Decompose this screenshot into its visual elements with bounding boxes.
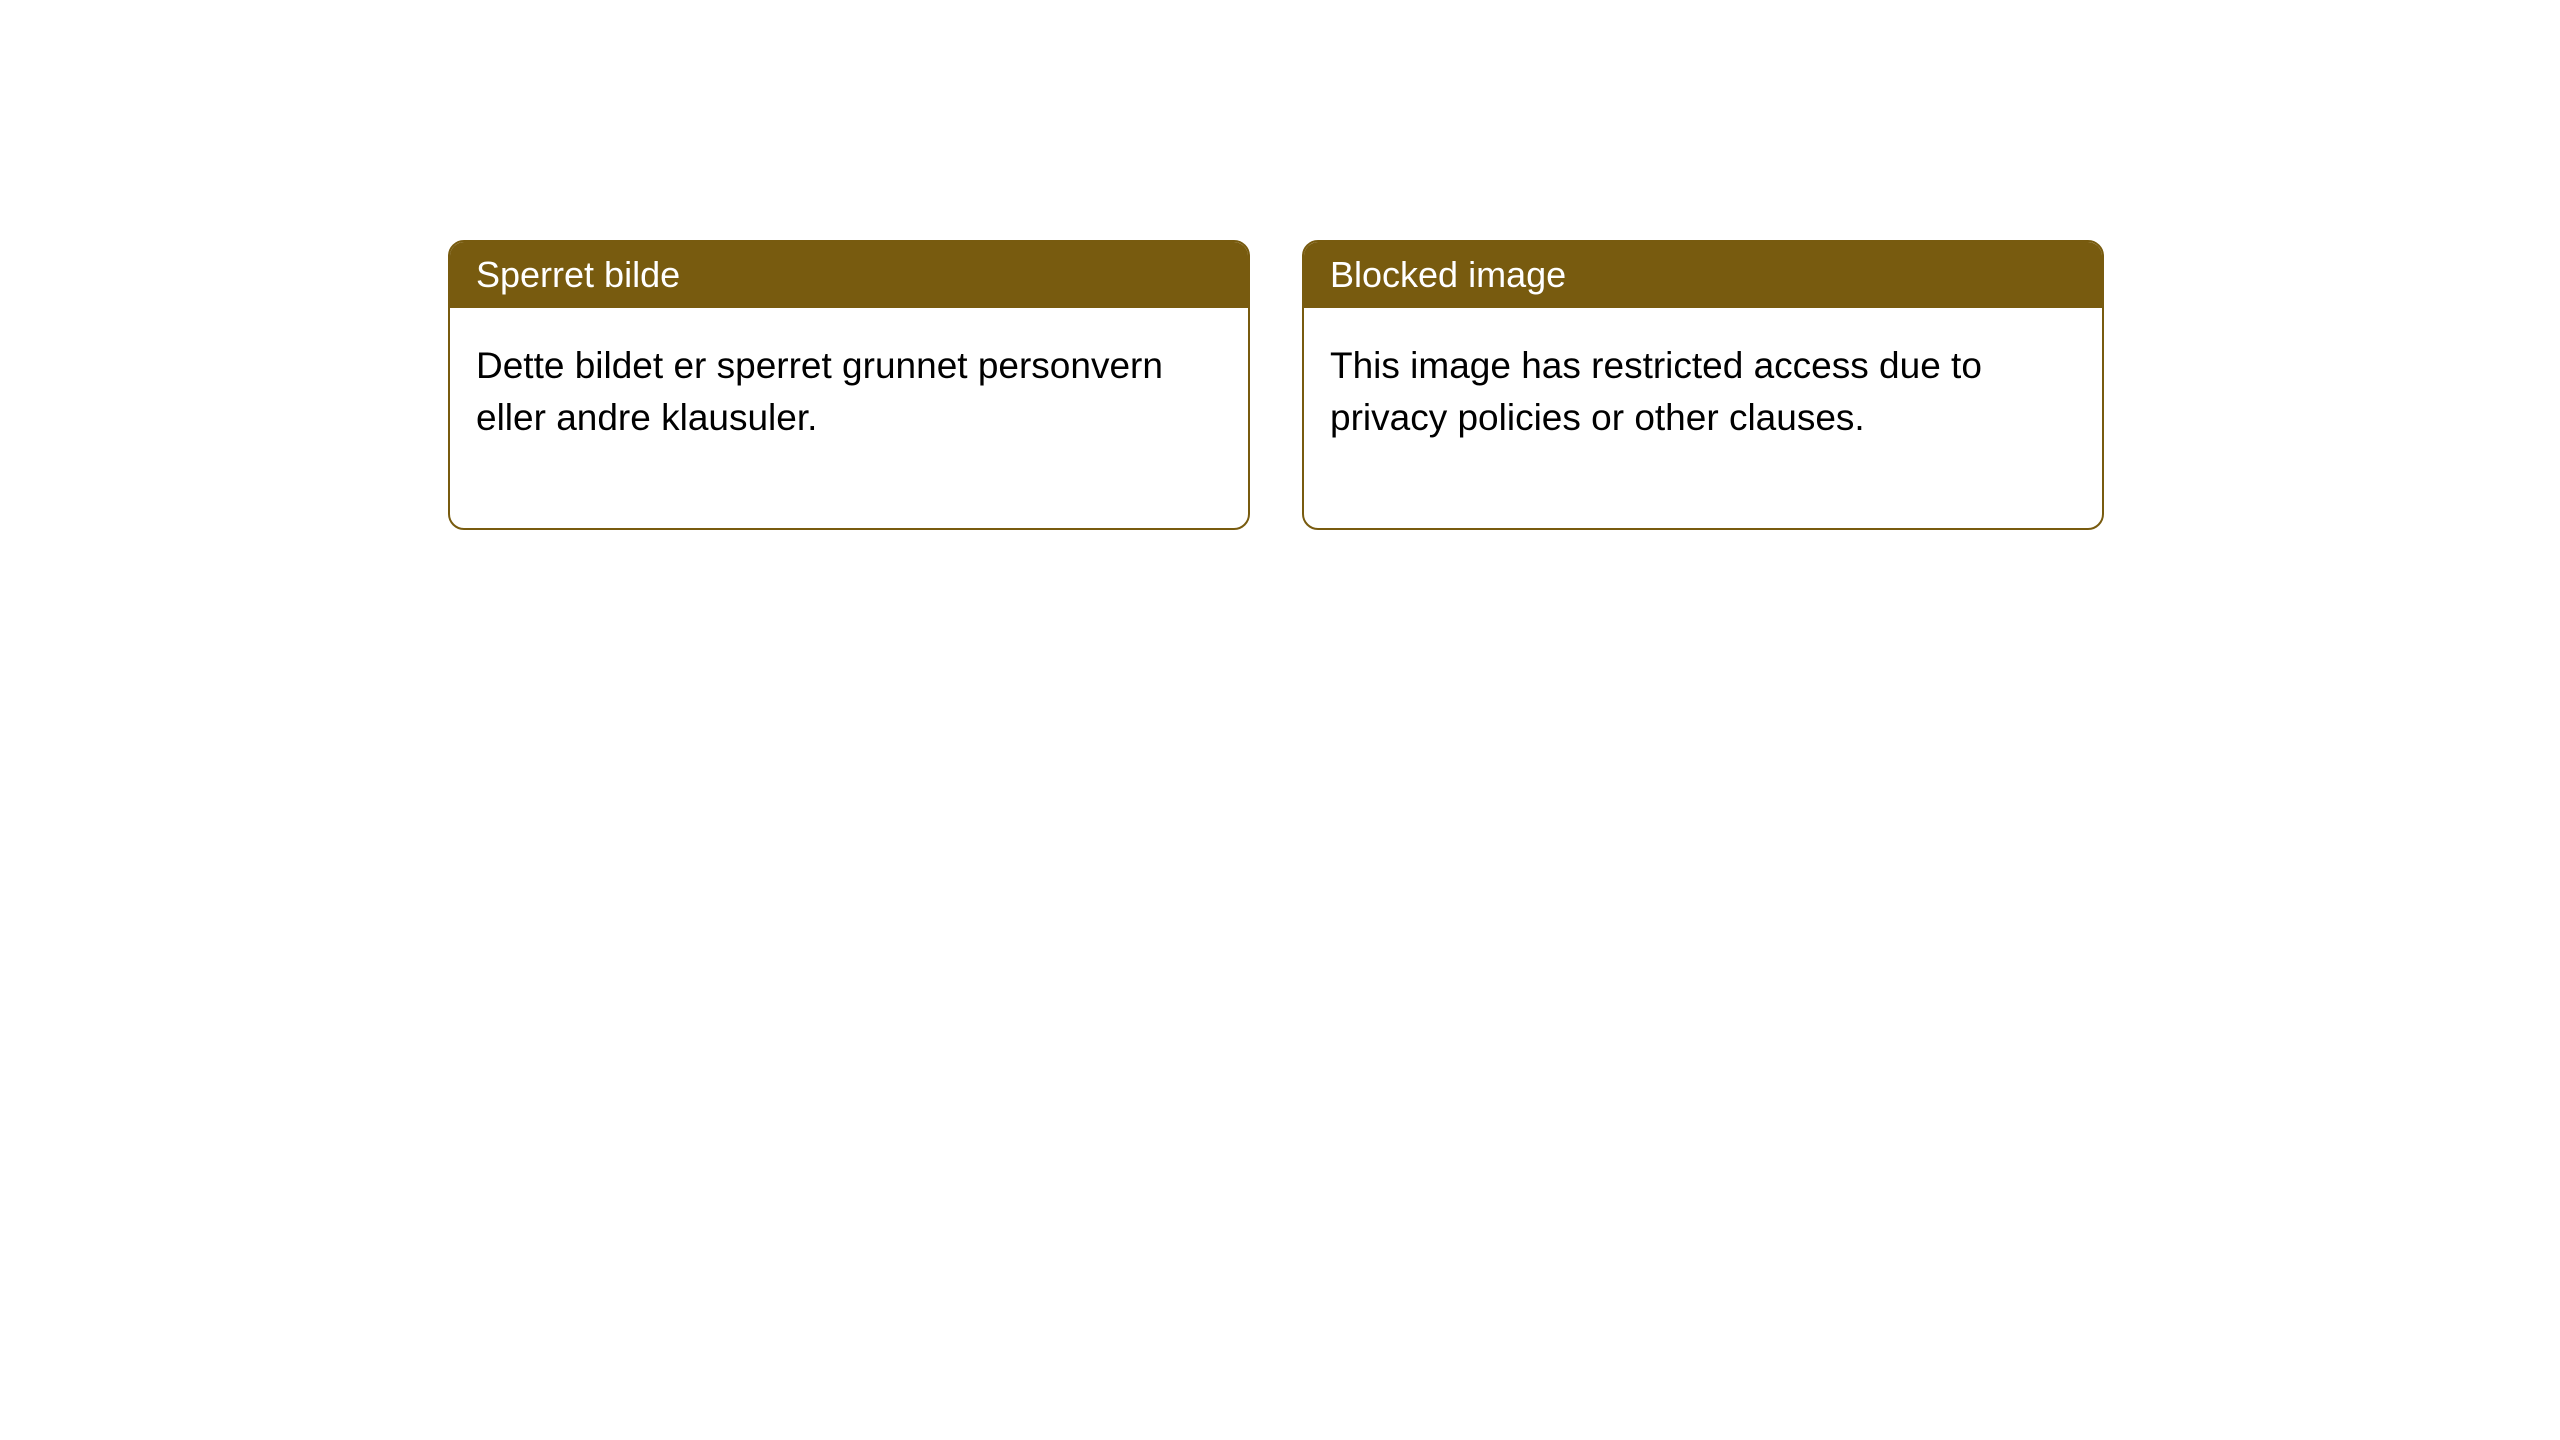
notice-header-english: Blocked image bbox=[1304, 242, 2102, 308]
notice-card-english: Blocked image This image has restricted … bbox=[1302, 240, 2104, 530]
notice-message-norwegian: Dette bildet er sperret grunnet personve… bbox=[476, 345, 1163, 438]
notice-body-norwegian: Dette bildet er sperret grunnet personve… bbox=[450, 308, 1248, 528]
notice-title-english: Blocked image bbox=[1330, 254, 1566, 295]
notice-container: Sperret bilde Dette bildet er sperret gr… bbox=[0, 0, 2560, 530]
notice-title-norwegian: Sperret bilde bbox=[476, 254, 680, 295]
notice-header-norwegian: Sperret bilde bbox=[450, 242, 1248, 308]
notice-card-norwegian: Sperret bilde Dette bildet er sperret gr… bbox=[448, 240, 1250, 530]
notice-body-english: This image has restricted access due to … bbox=[1304, 308, 2102, 528]
notice-message-english: This image has restricted access due to … bbox=[1330, 345, 1982, 438]
